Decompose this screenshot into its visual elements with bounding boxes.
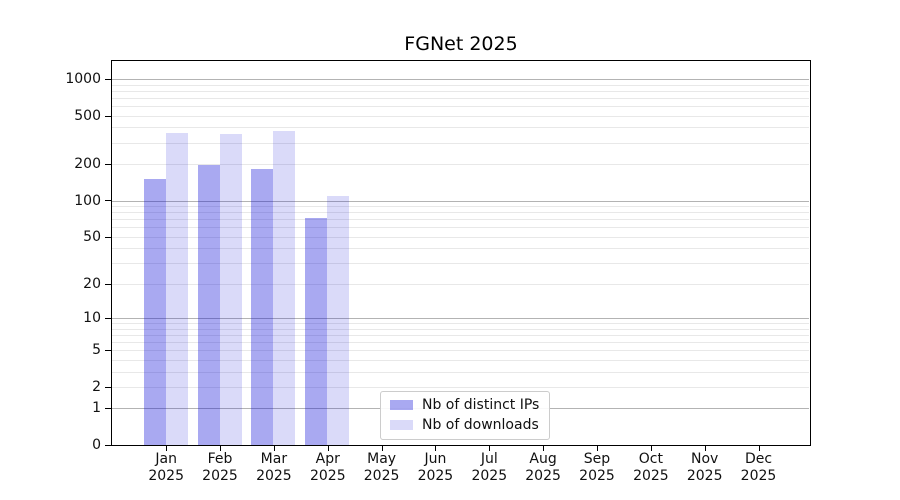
x-tick-mark xyxy=(759,445,760,451)
y-tick-mark xyxy=(105,284,112,285)
gridline-minor xyxy=(112,236,809,238)
y-tick-mark xyxy=(105,164,112,165)
y-tick-label-100: 100 xyxy=(74,192,101,209)
bar-ips-jan xyxy=(143,179,166,445)
x-tick-label-jul: Jul 2025 xyxy=(471,451,508,484)
x-tick-label-nov: Nov 2025 xyxy=(686,451,723,484)
x-tick-mark xyxy=(166,445,167,451)
gridline-minor xyxy=(112,106,809,107)
y-tick-label-5: 5 xyxy=(92,342,101,359)
x-tick-mark xyxy=(328,445,329,451)
y-tick-mark xyxy=(105,318,112,319)
legend-item-downloads: Nb of downloads xyxy=(390,417,539,433)
x-tick-mark xyxy=(382,445,383,451)
gridline-minor xyxy=(112,206,809,207)
legend-swatch-distinct-ips xyxy=(390,400,413,410)
legend-label-downloads: Nb of downloads xyxy=(422,417,539,433)
gridline-minor xyxy=(112,212,809,214)
x-tick-mark xyxy=(489,445,490,451)
y-tick-mark xyxy=(105,237,112,238)
gridline-major xyxy=(112,200,809,202)
x-tick-label-mar: Mar 2025 xyxy=(256,451,292,484)
x-tick-mark xyxy=(274,445,275,451)
chart-title: FGNet 2025 xyxy=(404,33,518,55)
y-tick-label-500: 500 xyxy=(74,107,101,124)
legend: Nb of distinct IPs Nb of downloads xyxy=(380,391,551,440)
bar-downloads-feb xyxy=(219,134,242,445)
y-tick-label-1000: 1000 xyxy=(65,70,101,87)
x-tick-label-may: May 2025 xyxy=(363,451,400,484)
y-tick-mark xyxy=(105,200,112,201)
y-tick-label-0: 0 xyxy=(92,437,101,453)
gridline-minor xyxy=(112,248,809,250)
gridline-minor xyxy=(112,90,809,92)
y-tick-label-50: 50 xyxy=(83,228,101,245)
x-tick-label-apr: Apr 2025 xyxy=(309,451,346,484)
y-tick-label-1: 1 xyxy=(92,400,101,417)
y-tick-label-20: 20 xyxy=(83,275,101,292)
y-tick-mark xyxy=(105,116,112,117)
x-tick-mark xyxy=(597,445,598,451)
bar-ips-mar xyxy=(251,168,274,445)
y-tick-mark xyxy=(105,350,112,351)
x-tick-mark xyxy=(435,445,436,451)
gridline-minor xyxy=(112,142,809,144)
gridline-minor xyxy=(112,371,809,373)
gridline-minor xyxy=(112,115,809,117)
y-tick-mark xyxy=(105,445,112,446)
gridline-minor xyxy=(112,227,809,229)
gridline-minor xyxy=(112,359,809,361)
bar-ips-feb xyxy=(197,165,220,445)
x-tick-label-oct: Oct 2025 xyxy=(633,451,669,484)
x-tick-mark xyxy=(220,445,221,451)
gridline-minor xyxy=(112,323,809,324)
gridline-minor xyxy=(112,350,809,352)
legend-item-distinct-ips: Nb of distinct IPs xyxy=(390,397,539,413)
gridline-minor xyxy=(112,283,809,285)
y-tick-label-200: 200 xyxy=(74,156,101,172)
x-tick-label-feb: Feb 2025 xyxy=(202,451,238,484)
x-tick-mark xyxy=(705,445,706,451)
bar-ips-apr xyxy=(305,218,328,445)
gridline-minor xyxy=(112,334,809,336)
gridline-minor xyxy=(112,219,809,221)
y-tick-mark xyxy=(105,408,112,409)
gridline-minor xyxy=(112,341,809,343)
gridline-minor xyxy=(112,84,809,86)
bar-downloads-apr xyxy=(327,196,350,445)
x-tick-label-dec: Dec 2025 xyxy=(740,451,777,484)
gridline-major xyxy=(112,78,809,80)
gridline-major xyxy=(112,318,809,319)
gridline-minor xyxy=(112,386,809,388)
x-tick-label-sep: Sep 2025 xyxy=(579,451,615,484)
y-tick-label-2: 2 xyxy=(92,378,101,395)
gridline-minor xyxy=(112,263,809,265)
x-tick-mark xyxy=(543,445,544,451)
x-tick-label-jun: Jun 2025 xyxy=(417,451,454,484)
gridline-minor xyxy=(112,164,809,165)
x-tick-mark xyxy=(651,445,652,451)
y-tick-mark xyxy=(105,79,112,80)
gridline-minor xyxy=(112,97,809,99)
legend-label-distinct-ips: Nb of distinct IPs xyxy=(422,397,540,413)
bar-downloads-mar xyxy=(273,130,296,445)
y-tick-mark xyxy=(105,387,112,388)
y-tick-label-10: 10 xyxy=(83,310,101,326)
gridline-minor xyxy=(112,328,809,330)
legend-swatch-downloads xyxy=(390,420,413,430)
x-tick-label-jan: Jan 2025 xyxy=(148,451,184,484)
bar-downloads-jan xyxy=(165,133,188,445)
x-tick-label-aug: Aug 2025 xyxy=(525,451,561,484)
gridline-minor xyxy=(112,127,809,129)
